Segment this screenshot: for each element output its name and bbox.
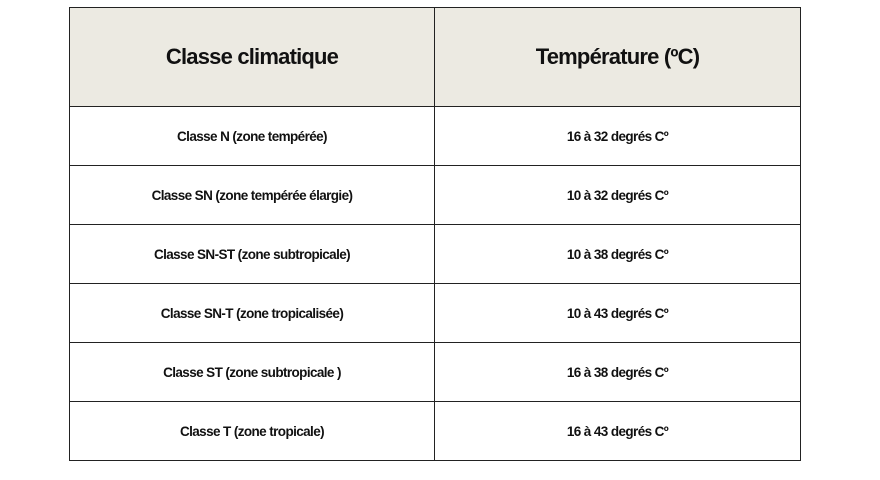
climate-table: Classe climatique Température (ºC) Classe… [69,7,801,461]
table-row: Classe N (zone tempérée) 16 à 32 degrés C… [69,106,801,166]
table-cell: 10 à 43 degrés Cº [434,283,801,343]
table-cell: Classe SN-T (zone tropicalisée) [69,283,435,343]
table-cell: 16 à 32 degrés Cº [434,106,801,166]
table-cell: Classe N (zone tempérée) [69,106,435,166]
table-cell: 10 à 32 degrés Cº [434,165,801,225]
table-cell: 16 à 38 degrés Cº [434,342,801,402]
header-cell: Classe climatique [69,7,435,107]
table-cell: 10 à 38 degrés Cº [434,224,801,284]
table-cell: Classe SN (zone tempérée élargie) [69,165,435,225]
table-row: Classe ST (zone subtropicale ) 16 à 38 de… [69,342,801,402]
table-row: Classe SN (zone tempérée élargie) 10 à 32… [69,165,801,225]
header-row: Classe climatique Température (ºC) [69,7,801,107]
table-row: Classe SN-T (zone tropicalisée) 10 à 43 d… [69,283,801,343]
table-cell: 16 à 43 degrés Cº [434,401,801,461]
table-cell: Classe T (zone tropicale) [69,401,435,461]
table-row: Classe T (zone tropicale) 16 à 43 degrés … [69,401,801,461]
header-cell: Température (ºC) [434,7,801,107]
table-body: Classe N (zone tempérée) 16 à 32 degrés C… [69,106,801,461]
table-row: Classe SN-ST (zone subtropicale) 10 à 38 … [69,224,801,284]
table-cell: Classe SN-ST (zone subtropicale) [69,224,435,284]
table-cell: Classe ST (zone subtropicale ) [69,342,435,402]
